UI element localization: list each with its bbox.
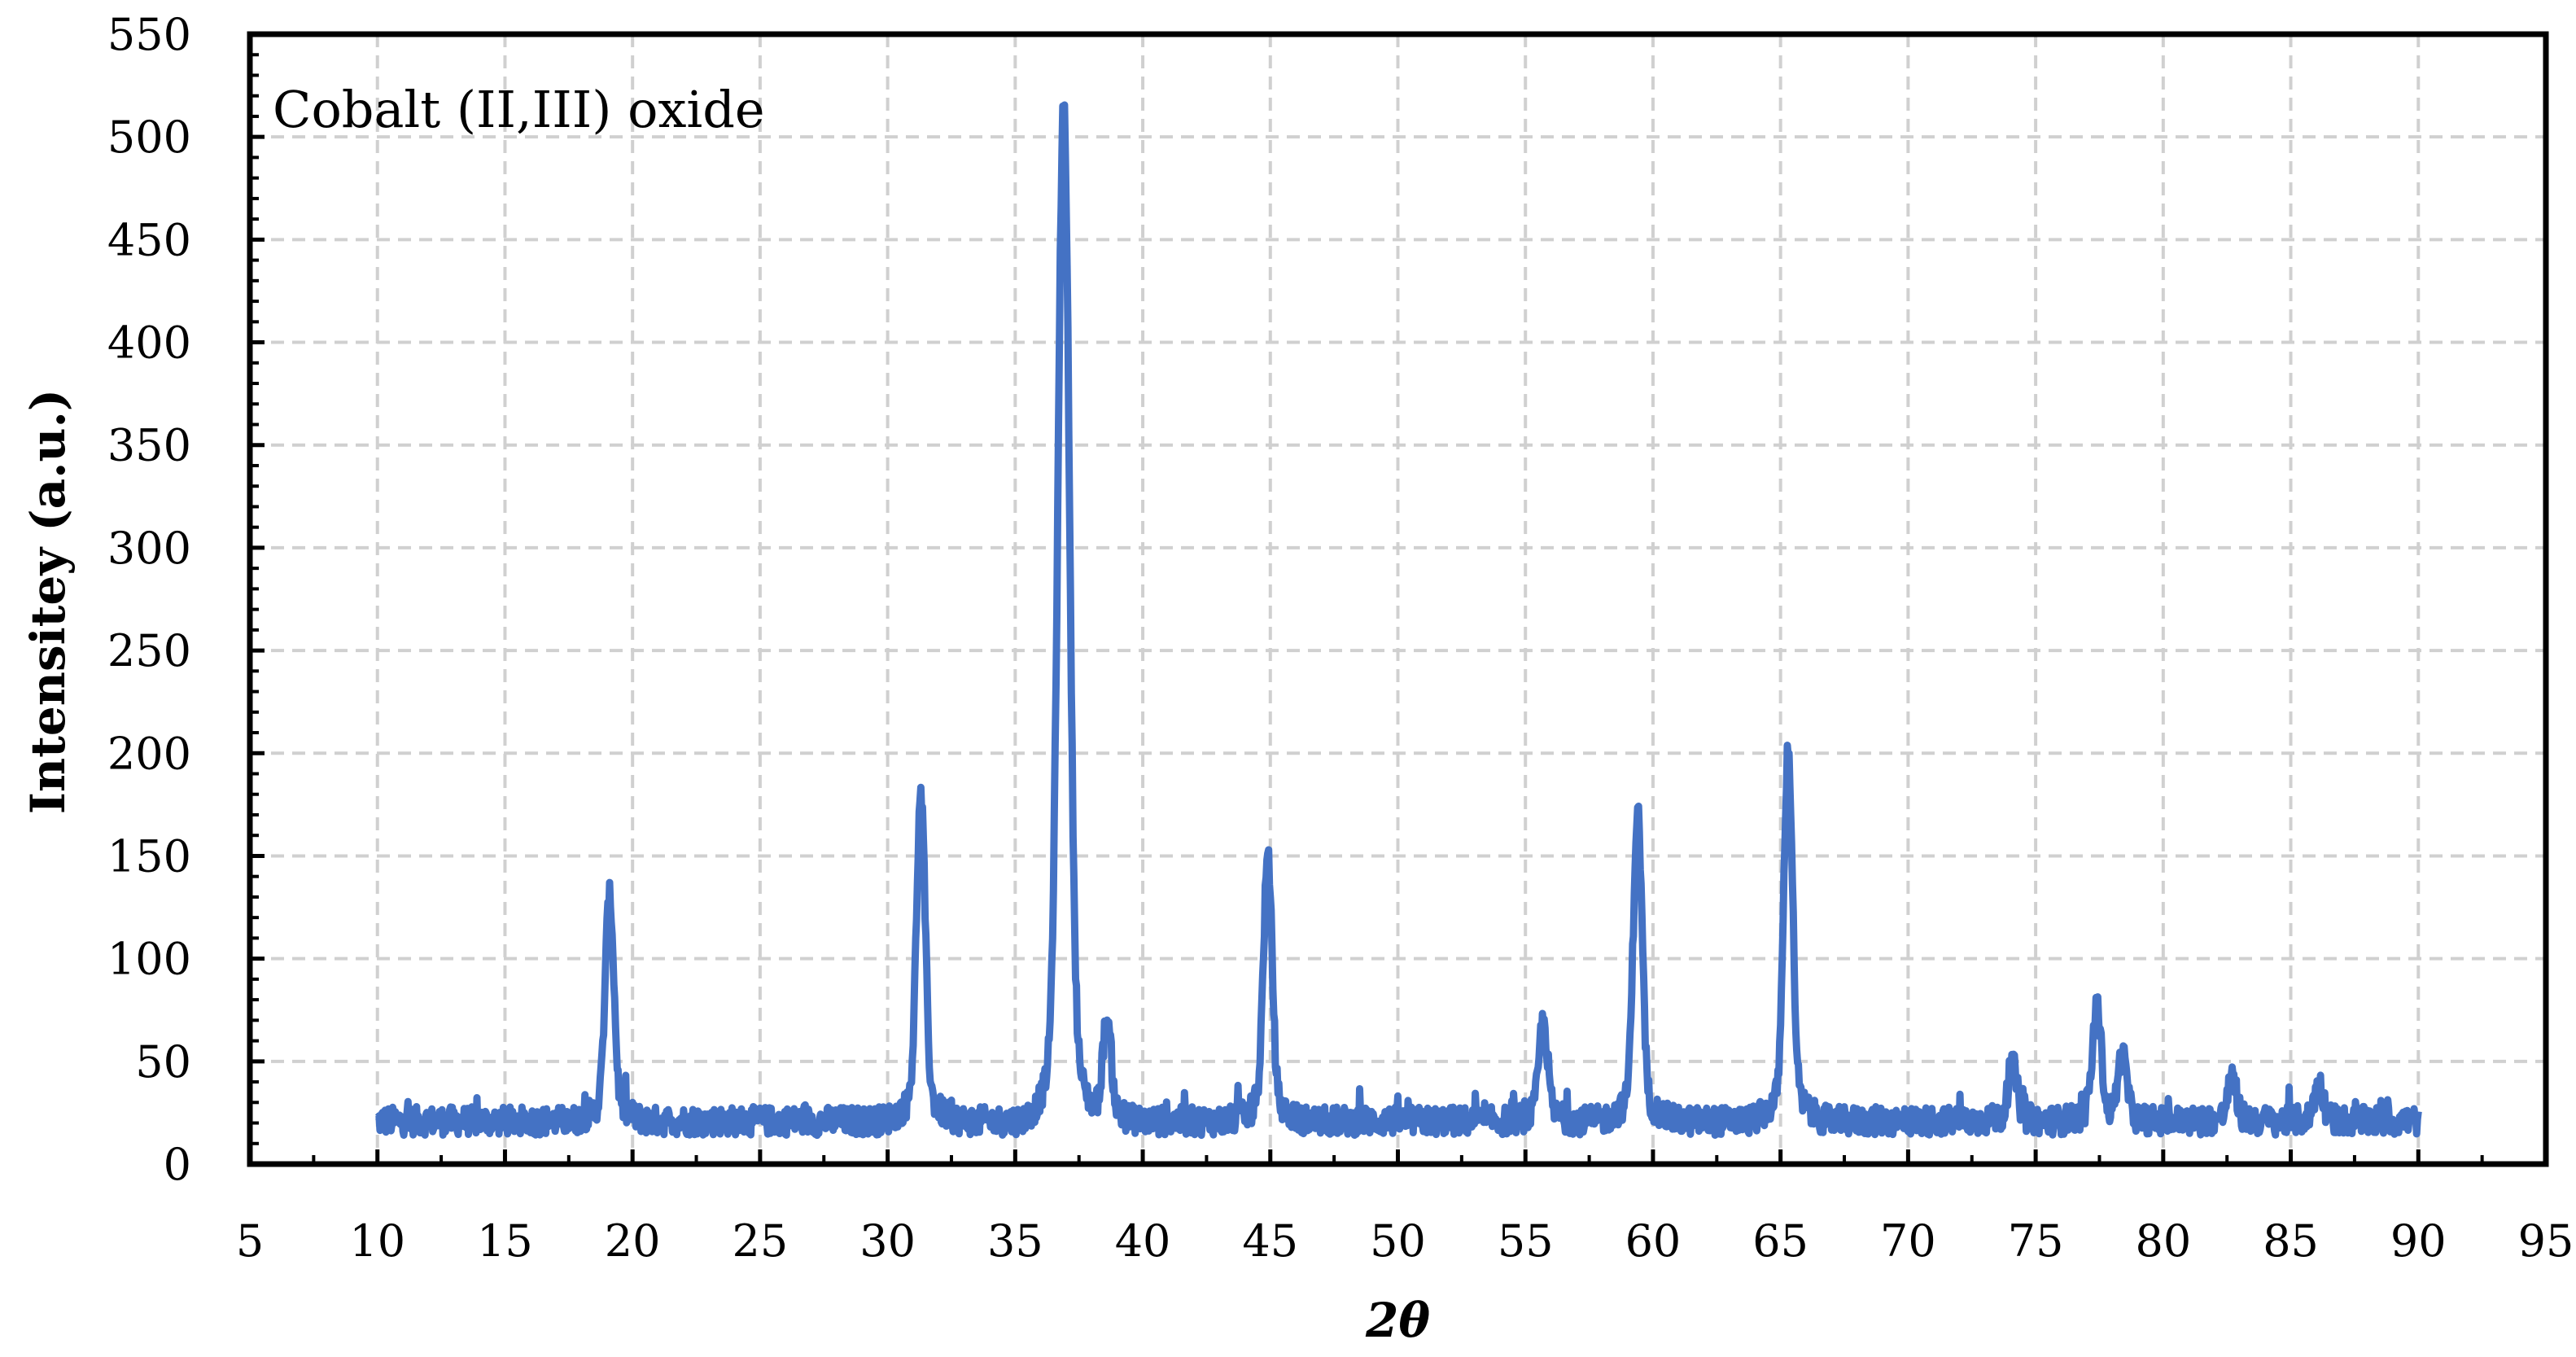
inset-annotation: Cobalt (II,III) oxide [273, 80, 765, 139]
x-tick-label: 20 [605, 1215, 661, 1267]
peak-point [1784, 773, 1793, 782]
peak-point [916, 816, 925, 825]
x-tick-label: 55 [1498, 1215, 1554, 1267]
xrd-series-line [374, 101, 2422, 1140]
y-tick-label: 300 [107, 523, 191, 574]
x-axis-title: 2θ [1365, 1293, 1430, 1348]
x-tick-label: 30 [859, 1215, 916, 1267]
peak-point [1539, 1024, 1548, 1033]
x-tick-label: 25 [733, 1215, 789, 1267]
x-tick-label: 40 [1115, 1215, 1171, 1267]
x-tick-label: 15 [477, 1215, 533, 1267]
x-tick-label: 85 [2263, 1215, 2319, 1267]
y-tick-label: 500 [107, 112, 191, 163]
y-tick-label: 350 [107, 420, 191, 471]
data-series [374, 101, 2422, 1140]
peak-point [1059, 173, 1068, 182]
y-tick-label: 400 [107, 317, 191, 369]
peak-point [1263, 874, 1272, 883]
peak-point [2093, 1012, 2101, 1021]
y-tick-label: 0 [164, 1139, 191, 1190]
peak-point [2315, 1082, 2324, 1091]
x-tick-label: 80 [2135, 1215, 2191, 1267]
x-tick-label: 60 [1625, 1215, 1682, 1267]
x-tick-label: 35 [987, 1215, 1043, 1267]
x-tick-label: 10 [349, 1215, 405, 1267]
axis-ticks [247, 32, 2548, 1167]
tick-labels: 5 10 15 20 25 30 35 40 45 50 55 60 65 70 75 80 85 90 95 0 50… [107, 9, 2574, 1267]
peak-point [2228, 1078, 2237, 1087]
peak-point [1103, 1024, 1112, 1033]
y-tick-label: 150 [107, 830, 191, 882]
x-tick-label: 90 [2390, 1215, 2447, 1267]
x-tick-label: 50 [1370, 1215, 1426, 1267]
x-tick-label: 70 [1880, 1215, 1936, 1267]
peak-point [2008, 1065, 2017, 1074]
peak-point [2118, 1057, 2127, 1066]
y-tick-label: 100 [107, 934, 191, 985]
peak-point [1634, 831, 1642, 840]
y-tick-label: 200 [107, 728, 191, 779]
y-tick-label: 450 [107, 214, 191, 265]
x-tick-label: 45 [1242, 1215, 1298, 1267]
x-tick-label: 75 [2008, 1215, 2064, 1267]
y-tick-label: 250 [107, 625, 191, 676]
x-tick-label: 65 [1752, 1215, 1808, 1267]
y-tick-label: 50 [135, 1036, 191, 1088]
grid-lines [250, 34, 2546, 1164]
y-axis-title: Intensitey (a.u.) [20, 389, 76, 814]
x-tick-label: 95 [2518, 1215, 2574, 1267]
y-tick-label: 550 [107, 9, 191, 60]
peak-point [605, 909, 614, 918]
x-tick-label: 5 [236, 1215, 264, 1267]
